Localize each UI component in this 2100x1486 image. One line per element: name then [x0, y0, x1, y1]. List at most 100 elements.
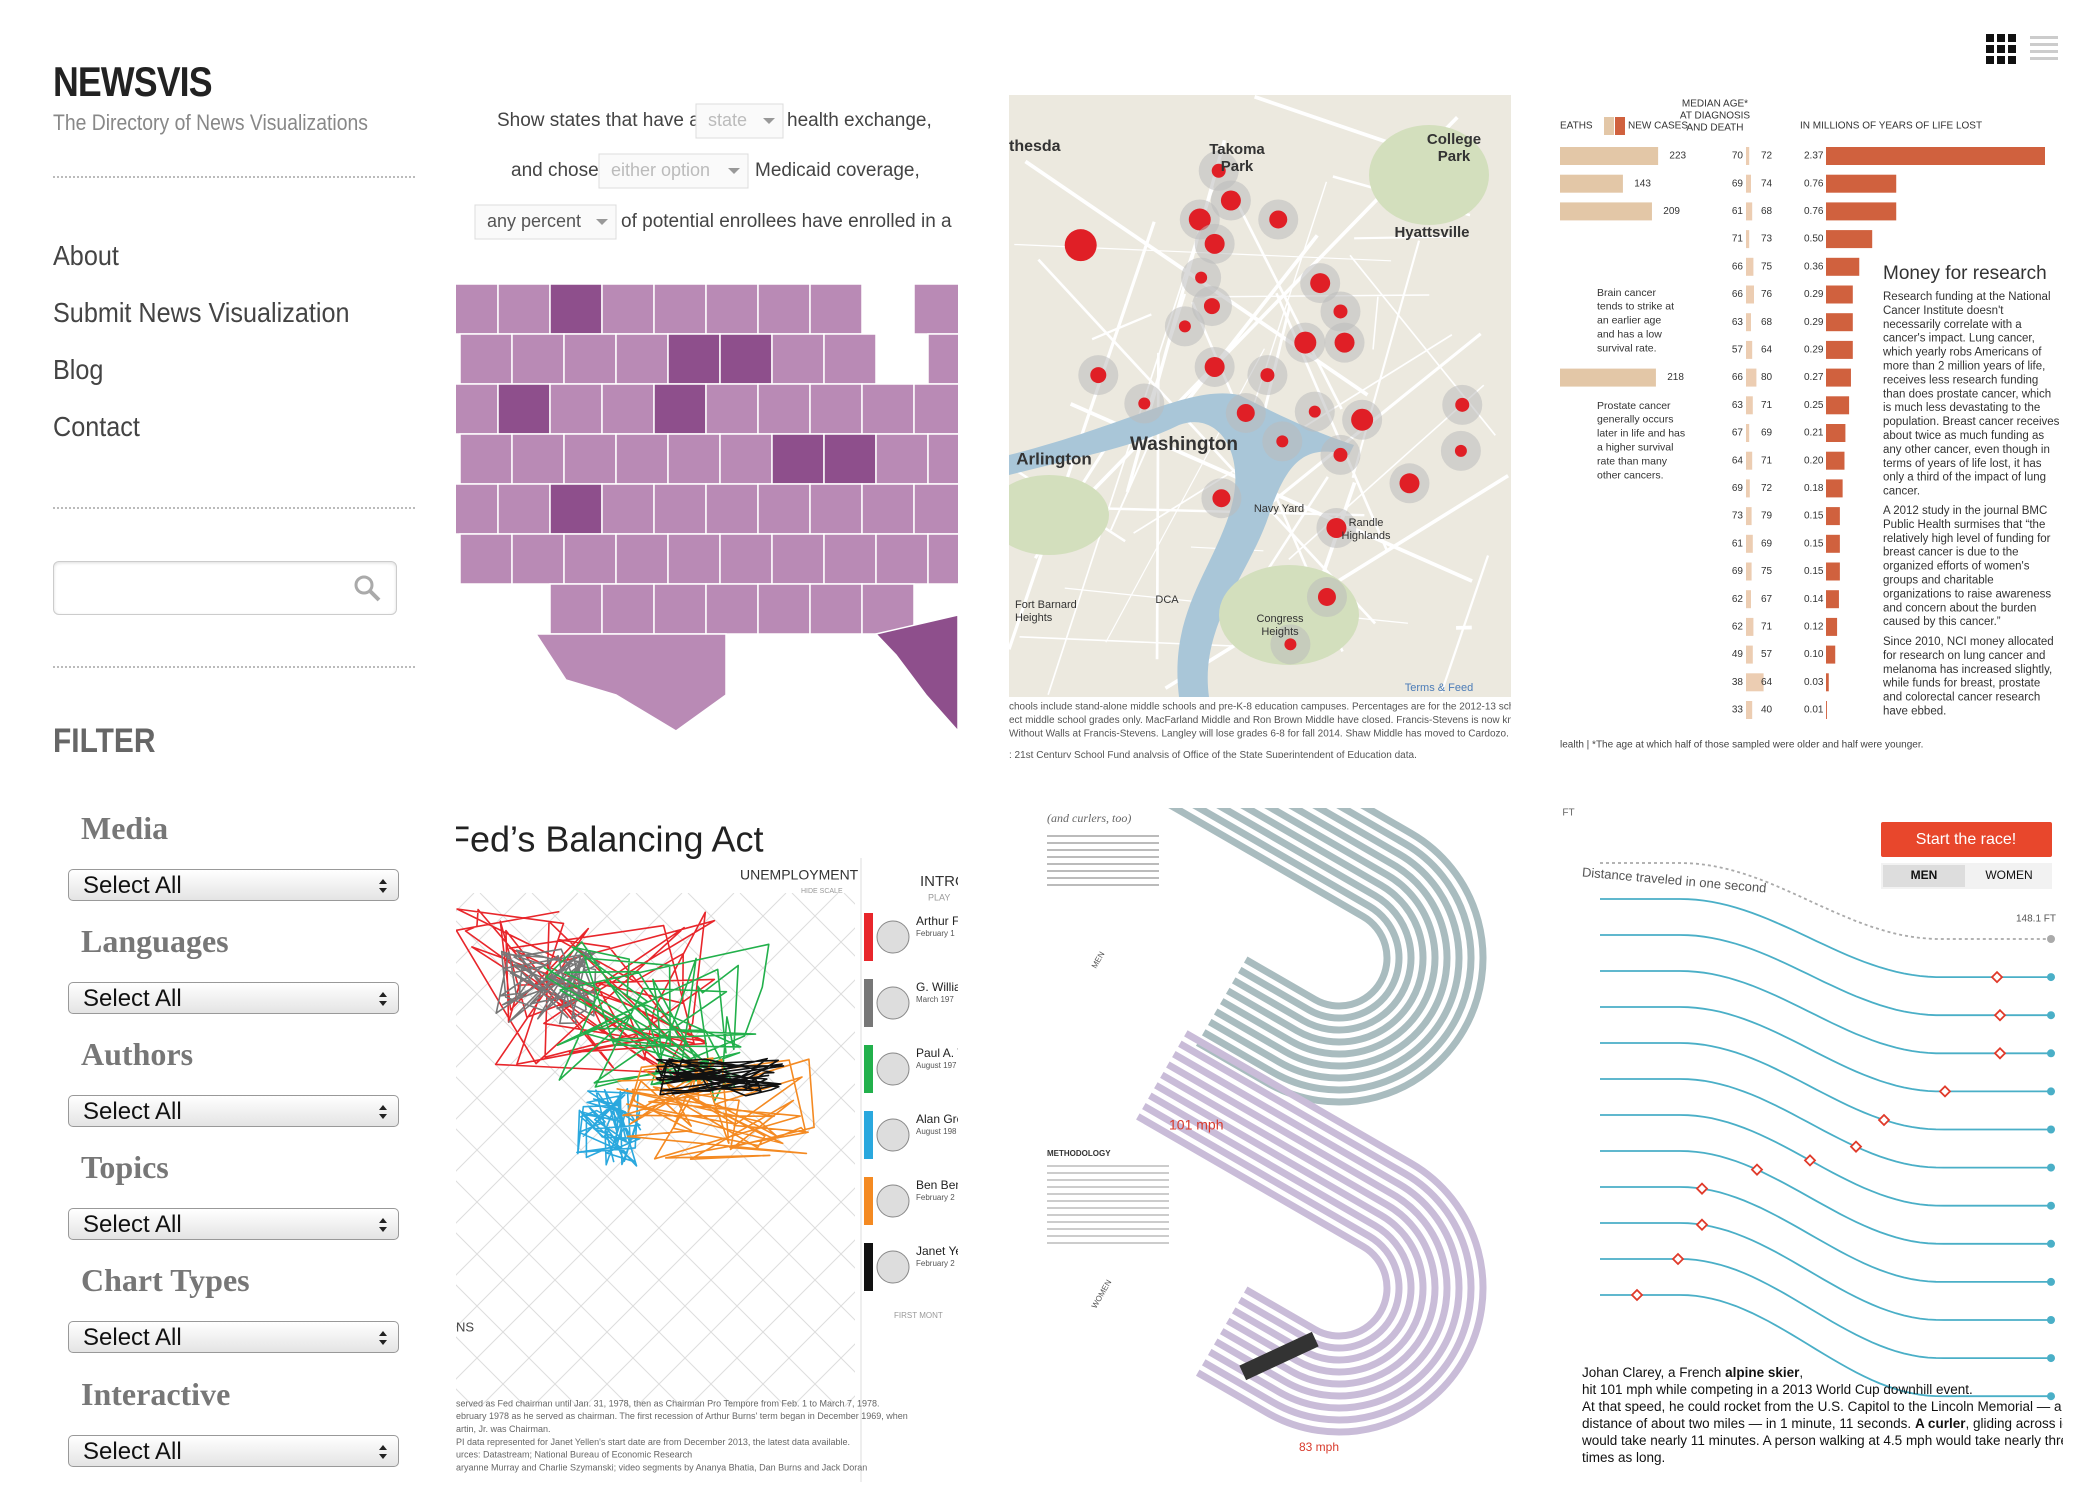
state — [615, 533, 669, 585]
select-arrow[interactable] — [378, 1104, 388, 1120]
thumbnail[interactable]: Fed’s Balancing Act UNEMPLOYMENT HIDE SCAL… — [456, 808, 958, 1482]
select-value[interactable]: Select All — [83, 985, 182, 1013]
start-button[interactable] — [1881, 822, 2052, 857]
thumbnail[interactable]: 0 FT Start the race! MEN WOMEN Distance trav… — [1560, 808, 2063, 1482]
filter-label: Media — [81, 810, 169, 846]
lane — [1148, 1092, 1415, 1364]
nav-link[interactable]: Submit News Visualization — [53, 297, 350, 328]
state — [497, 283, 551, 335]
label: Hyattsville — [1394, 224, 1469, 241]
nav-link[interactable]: Blog — [53, 354, 104, 385]
chair-color — [864, 1177, 873, 1225]
label: organizations to raise awareness — [1883, 588, 2051, 600]
chair-color — [864, 913, 873, 961]
divider — [53, 666, 415, 668]
thumbnail[interactable]: thesda TakomaParkCollegeParkHyattsvilleWa… — [1009, 95, 1511, 758]
label: Fed’s Balancing Act — [456, 819, 764, 860]
search-icon[interactable] — [352, 573, 382, 603]
label: aryanne Murray and Charlie Szymanski; vi… — [456, 1462, 867, 1472]
bar — [1826, 257, 1860, 276]
dot — [1294, 331, 1317, 354]
view-toggle[interactable] — [1986, 34, 2058, 66]
state — [809, 383, 863, 435]
label: artin, Jr. was Chairman. — [456, 1424, 551, 1434]
select-value[interactable]: Select All — [83, 872, 182, 899]
site-title[interactable]: NEWSVIS — [53, 58, 213, 105]
select[interactable]: Select All — [68, 1434, 399, 1467]
label: Cancer Institute doesn't — [1883, 305, 2004, 317]
select[interactable]: Select All — [68, 1208, 399, 1241]
select-value[interactable]: Select All — [83, 1437, 182, 1465]
label: breast cancer is due to the — [1883, 547, 2019, 559]
dot — [1236, 403, 1255, 422]
select-arrow[interactable] — [378, 991, 388, 1007]
track — [1136, 1030, 1487, 1436]
park — [1369, 125, 1489, 225]
trail — [543, 941, 770, 1103]
dropdown-arrow — [763, 118, 775, 124]
thumbnail[interactable]: (and curlers, too) MEN WOMEN 101 mph 83 mph M… — [1009, 808, 1511, 1482]
select-value[interactable]: Select All — [83, 1098, 182, 1126]
label: 148.1 FT — [2016, 914, 2056, 925]
label: and colorectal cancer research — [1883, 692, 2040, 704]
select-arrow[interactable] — [378, 1444, 388, 1460]
state — [927, 433, 958, 485]
select-arrow[interactable] — [378, 878, 388, 894]
label: 101 mph — [1169, 1117, 1223, 1133]
label: AT DIAGNOSIS — [1680, 111, 1751, 122]
age-bar — [1746, 368, 1757, 387]
label: Without Walls at Francis-Stevens. Langle… — [1009, 729, 1509, 740]
value-label: 0.03 — [1804, 677, 1824, 688]
label: have ebbed. — [1883, 706, 1946, 718]
select-arrow[interactable] — [378, 1217, 388, 1233]
age-bar — [1746, 313, 1751, 332]
state — [459, 433, 513, 485]
age-bar — [1746, 673, 1764, 692]
select-value[interactable]: Select All — [83, 1211, 182, 1239]
state — [653, 583, 707, 635]
label: August 198 — [916, 1127, 957, 1136]
age-label: 64 — [1761, 677, 1773, 688]
age-bar — [1746, 147, 1750, 165]
grid-line — [456, 1232, 631, 1407]
state — [719, 333, 773, 385]
search-box[interactable] — [53, 561, 397, 615]
select[interactable]: Select All — [68, 869, 399, 901]
label: A 2012 study in the journal BMC — [1883, 505, 2047, 517]
finish-dot — [2047, 1125, 2055, 1134]
lane — [1136, 808, 1391, 1010]
label: of potential enrollees have enrolled in … — [621, 211, 958, 232]
state — [875, 533, 929, 585]
select[interactable]: Select All — [68, 982, 399, 1015]
age-label: 64 — [1761, 345, 1773, 356]
label: generally occurs — [1597, 414, 1673, 426]
label: METHODOLOGY — [1047, 1149, 1111, 1158]
select-arrow[interactable] — [378, 1330, 388, 1346]
select[interactable]: Select All — [68, 1321, 399, 1354]
dot — [1220, 190, 1241, 211]
age-label: 57 — [1732, 345, 1744, 356]
nav-link[interactable]: About — [53, 240, 119, 271]
age-label: 66 — [1732, 261, 1744, 272]
age-label: 66 — [1732, 289, 1744, 300]
label: cancer's impact. Lung cancer, — [1883, 333, 2035, 345]
label: ebruary 1978 as he served as chairman. T… — [456, 1411, 908, 1421]
state — [601, 583, 655, 635]
lane — [1160, 1071, 1439, 1388]
dot — [1195, 271, 1208, 284]
divider — [53, 507, 415, 509]
grid-line — [896, 893, 958, 1407]
value-label: 223 — [1669, 151, 1686, 162]
label: chools include stand-alone middle school… — [1009, 702, 1511, 713]
thumbnail[interactable]: EATHS NEW CASES MEDIAN AGE*AT DIAGNOSISAND… — [1560, 95, 2063, 758]
bar — [1826, 645, 1836, 664]
finish-dot — [2047, 935, 2055, 943]
thumbnail[interactable]: Show states that have a state health excha… — [456, 95, 958, 758]
lane — [1148, 808, 1415, 1034]
nav-link[interactable]: Contact — [53, 411, 140, 442]
age-label: 80 — [1761, 372, 1773, 383]
select[interactable]: Select All — [68, 1095, 399, 1128]
label: cancer. — [1883, 486, 1920, 498]
select-value[interactable]: Select All — [83, 1324, 182, 1352]
grid-line — [896, 893, 958, 1407]
